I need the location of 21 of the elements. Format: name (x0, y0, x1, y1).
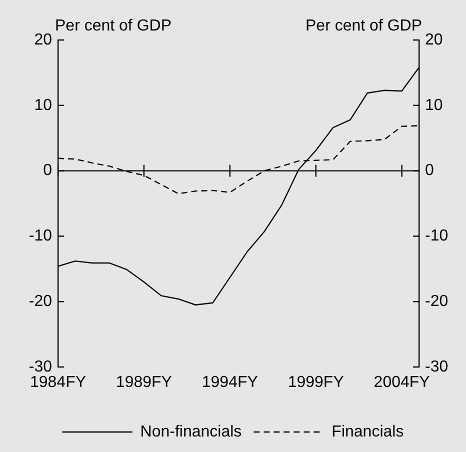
x-tick-label: 2004FY (374, 374, 430, 392)
y2-tick-label: 0 (425, 162, 434, 180)
y2-tick-label: 20 (425, 31, 443, 48)
y-axis-title: Per cent of GDP (55, 17, 172, 34)
legend-label: Non-financials (140, 423, 242, 440)
y-tick-label: -20 (28, 293, 52, 310)
x-tick-label: 1989FY (116, 374, 172, 392)
y2-tick-label: -20 (425, 293, 448, 310)
y-tick-label: -30 (28, 358, 52, 376)
y2-tick-label: -10 (425, 228, 448, 245)
y2-tick-label: -30 (425, 358, 448, 376)
y-tick-label: 0 (43, 162, 52, 180)
x-tick-label: 1984FY (30, 374, 86, 392)
y-tick-label: -10 (28, 228, 52, 245)
y2-tick-label: 10 (425, 96, 443, 114)
legend-label: Financials (332, 423, 404, 440)
y-tick-label: 20 (34, 31, 52, 48)
y2-axis-title: Per cent of GDP (306, 17, 422, 34)
x-tick-label: 1999FY (288, 374, 344, 392)
x-tick-label: 1994FY (202, 374, 258, 392)
y-tick-label: 10 (34, 96, 52, 114)
